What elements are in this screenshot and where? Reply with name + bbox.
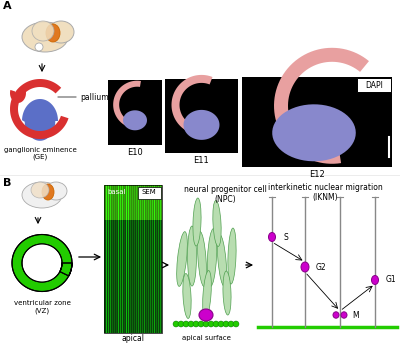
Ellipse shape [45,182,67,200]
Text: apical: apical [122,334,144,343]
Text: B: B [3,178,11,188]
Circle shape [178,321,184,327]
Bar [242,77,392,167]
FancyBboxPatch shape [138,187,160,198]
Circle shape [208,321,214,327]
Bar [172,185,240,333]
Circle shape [223,321,229,327]
Ellipse shape [223,271,231,315]
Text: S: S [283,233,288,241]
Ellipse shape [213,200,221,246]
Ellipse shape [42,184,54,200]
Text: ganglionic eminence
(GE): ganglionic eminence (GE) [4,147,76,160]
Circle shape [35,43,43,51]
Text: interkinetic nuclear migration
(IKNM): interkinetic nuclear migration (IKNM) [268,183,382,203]
Polygon shape [274,48,369,164]
Circle shape [203,321,209,327]
Polygon shape [184,110,220,140]
Text: A: A [3,1,12,11]
Polygon shape [272,104,356,161]
Ellipse shape [341,312,347,318]
Ellipse shape [198,231,206,286]
Ellipse shape [268,233,276,241]
Ellipse shape [22,182,62,208]
Bar [104,185,162,333]
Text: E12: E12 [309,170,325,179]
Ellipse shape [188,226,196,286]
Ellipse shape [183,274,191,318]
Text: apical surface: apical surface [182,335,230,341]
Ellipse shape [207,228,217,286]
Circle shape [173,321,179,327]
Ellipse shape [32,21,54,41]
Text: ventricular zone
(VZ): ventricular zone (VZ) [14,300,70,314]
Bar [108,80,162,145]
Text: DAPI: DAPI [365,80,383,89]
Ellipse shape [31,182,49,198]
Text: SEM: SEM [142,189,156,196]
Polygon shape [10,90,26,103]
Circle shape [228,321,234,327]
Polygon shape [22,99,58,141]
FancyBboxPatch shape [357,78,391,92]
Polygon shape [113,81,141,126]
Circle shape [213,321,219,327]
Ellipse shape [199,309,213,321]
Text: G1: G1 [386,276,397,285]
Circle shape [193,321,199,327]
Ellipse shape [218,235,226,286]
Circle shape [183,321,189,327]
Ellipse shape [177,231,187,286]
Ellipse shape [372,276,378,285]
Text: E10: E10 [127,148,143,157]
Polygon shape [10,79,68,139]
Ellipse shape [301,262,309,272]
Text: neural progenitor cell
(NPC): neural progenitor cell (NPC) [184,185,266,204]
Text: E11: E11 [194,156,209,165]
Polygon shape [172,75,212,135]
Circle shape [198,321,204,327]
Ellipse shape [46,24,60,42]
Text: pallium: pallium [80,92,109,101]
Ellipse shape [203,270,211,318]
Ellipse shape [23,244,61,282]
Circle shape [233,321,239,327]
Text: G2: G2 [316,263,327,272]
Text: M: M [352,310,359,319]
Ellipse shape [333,312,339,318]
Ellipse shape [22,22,68,52]
Circle shape [218,321,224,327]
Bar [165,79,238,153]
Text: basal: basal [107,189,126,195]
Polygon shape [123,110,147,130]
Ellipse shape [48,21,74,43]
Ellipse shape [193,198,201,246]
Ellipse shape [228,228,236,284]
Polygon shape [12,235,72,292]
Circle shape [188,321,194,327]
